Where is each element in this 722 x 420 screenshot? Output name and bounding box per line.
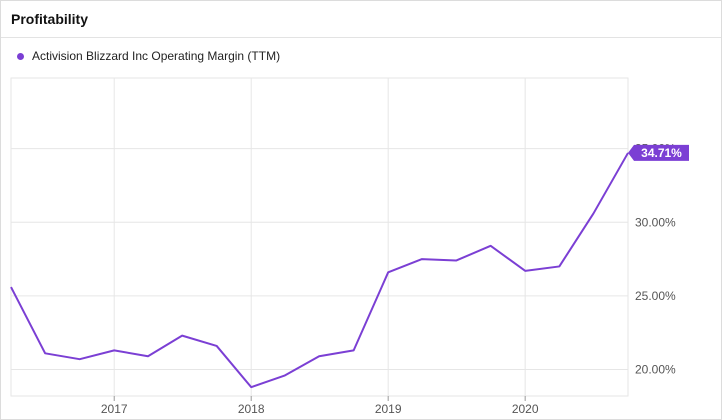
series-layer <box>8 152 629 390</box>
card-title: Profitability <box>1 1 721 38</box>
data-point[interactable] <box>419 256 425 262</box>
last-value-badge <box>628 144 689 161</box>
x-tick-label: 2017 <box>101 402 128 416</box>
chart-legend[interactable]: Activision Blizzard Inc Operating Margin… <box>17 49 280 63</box>
y-tick-label: 20.00% <box>635 363 676 377</box>
data-point[interactable] <box>556 263 562 269</box>
data-point[interactable] <box>145 353 151 359</box>
data-point[interactable] <box>8 284 14 290</box>
value-callout: 34.71% <box>628 144 689 161</box>
data-point[interactable] <box>453 258 459 264</box>
plot-frame <box>10 77 629 397</box>
x-tick-label: 2020 <box>512 402 539 416</box>
data-point[interactable] <box>248 384 254 390</box>
legend-label: Activision Blizzard Inc Operating Margin… <box>32 49 281 63</box>
data-point[interactable] <box>179 333 185 339</box>
data-point[interactable] <box>590 210 596 216</box>
data-point[interactable] <box>214 343 220 349</box>
data-point[interactable] <box>111 347 117 353</box>
x-tick-label: 2019 <box>375 402 402 416</box>
y-tick-label: 25.00% <box>635 289 676 303</box>
data-point[interactable] <box>316 353 322 359</box>
data-point[interactable] <box>385 269 391 275</box>
data-point[interactable] <box>282 372 288 378</box>
data-point[interactable] <box>42 350 48 356</box>
y-tick-label: 30.00% <box>635 215 676 229</box>
data-point[interactable] <box>77 356 83 362</box>
legend-dot-icon <box>17 52 24 60</box>
last-value-label: 34.71% <box>641 146 682 160</box>
grid-lines <box>10 77 629 401</box>
data-point[interactable] <box>522 268 528 274</box>
data-point[interactable] <box>488 243 494 249</box>
data-point[interactable] <box>351 347 357 353</box>
operating-margin-line[interactable] <box>10 152 629 389</box>
x-tick-label: 2018 <box>238 402 265 416</box>
